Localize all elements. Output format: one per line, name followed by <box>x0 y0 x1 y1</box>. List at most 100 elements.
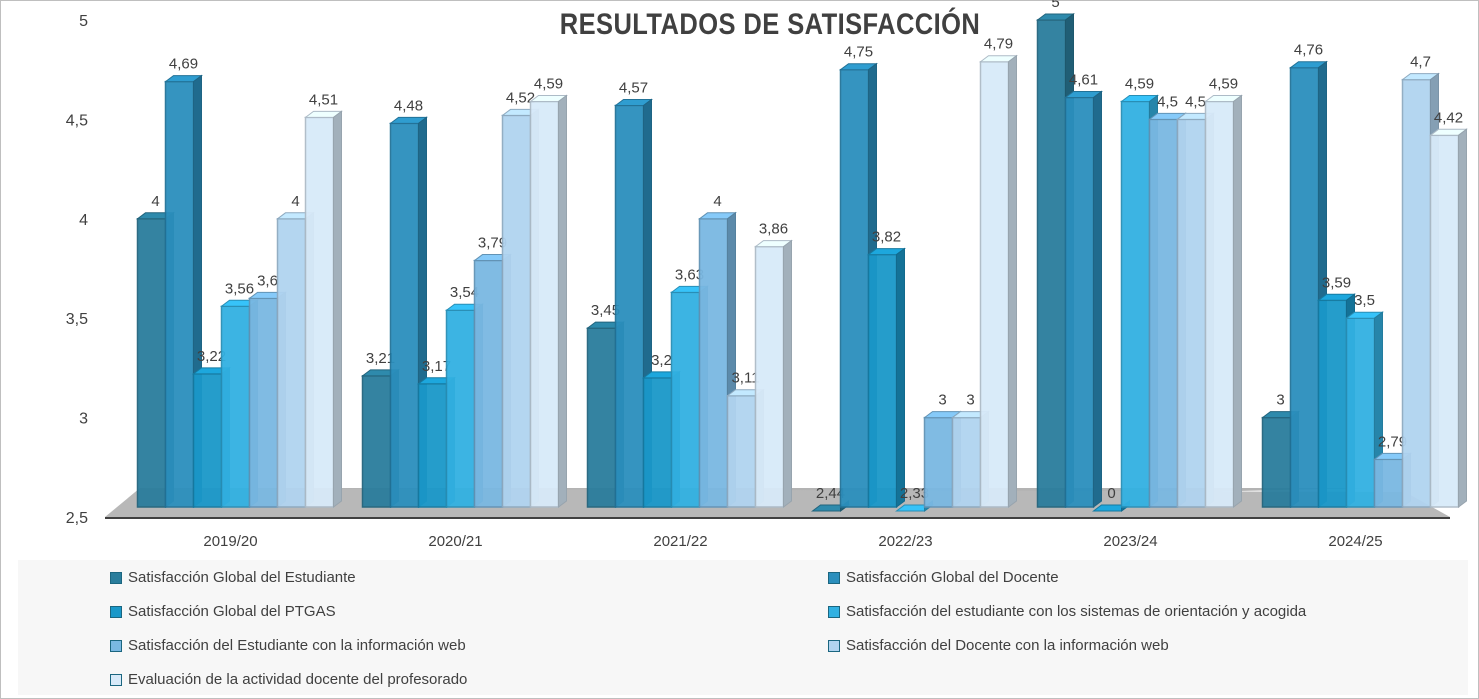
y-tick-label: 4 <box>79 212 88 229</box>
x-tick-label: 2024/25 <box>1328 533 1382 550</box>
bar-2-2 <box>642 377 673 508</box>
bar-4-3 <box>1120 100 1151 508</box>
data-label: 3,21 <box>366 350 395 367</box>
data-label: 4,7 <box>1410 54 1431 71</box>
chart-title: RESULTADOS DE SATISFACCIÓN <box>559 8 981 41</box>
y-tick-label: 4,5 <box>66 112 88 129</box>
bar-4-1 <box>1064 96 1095 508</box>
data-label: 3,22 <box>197 348 226 365</box>
data-label: 4,75 <box>844 44 873 61</box>
bar-3-1 <box>839 68 870 508</box>
data-label: 4 <box>291 193 299 210</box>
bar-1-2 <box>417 383 448 508</box>
bar-1-0 <box>361 375 392 508</box>
bar-4-6 <box>1204 100 1235 508</box>
legend-item: Satisfacción Global del Estudiante <box>110 569 356 586</box>
data-label: 3,11 <box>731 370 759 387</box>
data-label: 3,82 <box>872 229 901 246</box>
data-label: 3,45 <box>591 302 620 319</box>
data-label: 3,5 <box>1354 292 1375 309</box>
legend-swatch <box>828 639 840 652</box>
y-tick-label: 3 <box>79 411 88 428</box>
legend-swatch <box>110 639 122 652</box>
legend-label: Evaluación de la actividad docente del p… <box>128 671 468 688</box>
data-label: 2,44 <box>816 485 845 502</box>
legend-item: Satisfacción Global del Docente <box>828 569 1059 586</box>
data-label: 3,6 <box>257 272 278 289</box>
legend-label: Satisfacción del estudiante con los sist… <box>846 603 1307 620</box>
data-label: 3,63 <box>675 266 704 283</box>
data-label: 4,61 <box>1069 72 1098 89</box>
legend-swatch <box>828 605 840 618</box>
y-tick-label: 3,5 <box>66 311 88 328</box>
legend-item: Satisfacción del estudiante con los sist… <box>828 603 1306 620</box>
data-label: 4,5 <box>1185 93 1206 110</box>
legend-label: Satisfacción Global del PTGAS <box>128 603 336 620</box>
legend-swatch <box>110 571 122 584</box>
y-tick-label: 2,5 <box>66 510 88 527</box>
data-label: 3,54 <box>450 284 479 301</box>
data-label: 3,17 <box>422 358 451 375</box>
data-label: 3,86 <box>759 221 788 238</box>
data-label: 3 <box>966 392 974 409</box>
data-label: 4 <box>151 193 159 210</box>
bar-side-3-6 <box>1008 54 1017 508</box>
bar-3-2 <box>867 253 898 508</box>
legend-label: Satisfacción Global del Docente <box>846 569 1059 586</box>
legend-item: Satisfacción del Estudiante con la infor… <box>110 637 466 654</box>
data-label: 4,76 <box>1294 42 1323 59</box>
data-label: 3,56 <box>225 280 254 297</box>
bar-5-2 <box>1317 299 1348 508</box>
legend: Satisfacción Global del Estudiante Satisf… <box>18 560 1468 695</box>
bar-5-6 <box>1429 134 1460 508</box>
bar-0-1 <box>164 80 195 508</box>
data-label: 4,59 <box>534 76 563 93</box>
bar-side-5-6 <box>1458 128 1467 508</box>
bar-side-3-2 <box>896 247 905 508</box>
legend-label: Satisfacción del Estudiante con la infor… <box>128 637 466 654</box>
data-label: 4,5 <box>1157 93 1178 110</box>
legend-swatch <box>828 571 840 584</box>
x-tick-label: 2019/20 <box>203 533 257 550</box>
x-tick-label: 2022/23 <box>878 533 932 550</box>
data-label: 2,79 <box>1378 433 1407 450</box>
bar-2-0 <box>586 327 617 508</box>
data-label: 2,33 <box>900 485 929 502</box>
bar-2-6 <box>754 245 785 508</box>
bar-side-0-6 <box>333 110 342 508</box>
bar-1-3 <box>445 309 476 508</box>
data-label: 4,59 <box>1125 76 1154 93</box>
bar-5-5 <box>1401 78 1432 508</box>
data-label: 3,59 <box>1322 274 1351 291</box>
legend-label: Satisfacción del Docente con la informac… <box>846 637 1169 654</box>
bar-5-0 <box>1261 416 1292 508</box>
y-tick-label: 5 <box>79 13 88 30</box>
bar-3-4 <box>923 416 954 508</box>
bar-1-5 <box>501 114 532 508</box>
bar-5-3 <box>1345 317 1376 508</box>
bar-4-0 <box>1036 19 1067 508</box>
bar-1-6 <box>529 100 560 508</box>
legend-label: Satisfacción Global del Estudiante <box>128 569 356 586</box>
data-label: 4,57 <box>619 79 648 96</box>
data-label: 4,79 <box>984 36 1013 53</box>
bar-2-5 <box>726 394 757 508</box>
data-label: 4,52 <box>506 89 535 106</box>
data-label: 4 <box>713 193 721 210</box>
legend-item: Satisfacción Global del PTGAS <box>110 603 336 620</box>
data-label: 3 <box>1276 392 1284 409</box>
bar-1-4 <box>473 259 504 508</box>
bar-1-1 <box>389 122 420 508</box>
bar-3-6 <box>979 60 1010 508</box>
bar-side-4-6 <box>1233 94 1242 508</box>
bar-0-6 <box>304 116 335 508</box>
data-label: 5 <box>1051 0 1059 11</box>
bar-side-2-6 <box>783 239 792 508</box>
data-label: 4,69 <box>169 56 198 73</box>
bar-side-1-6 <box>558 94 567 508</box>
bar-2-4 <box>698 218 729 508</box>
bar-5-1 <box>1289 66 1320 508</box>
legend-item: Evaluación de la actividad docente del p… <box>110 671 467 688</box>
data-label: 3 <box>938 392 946 409</box>
